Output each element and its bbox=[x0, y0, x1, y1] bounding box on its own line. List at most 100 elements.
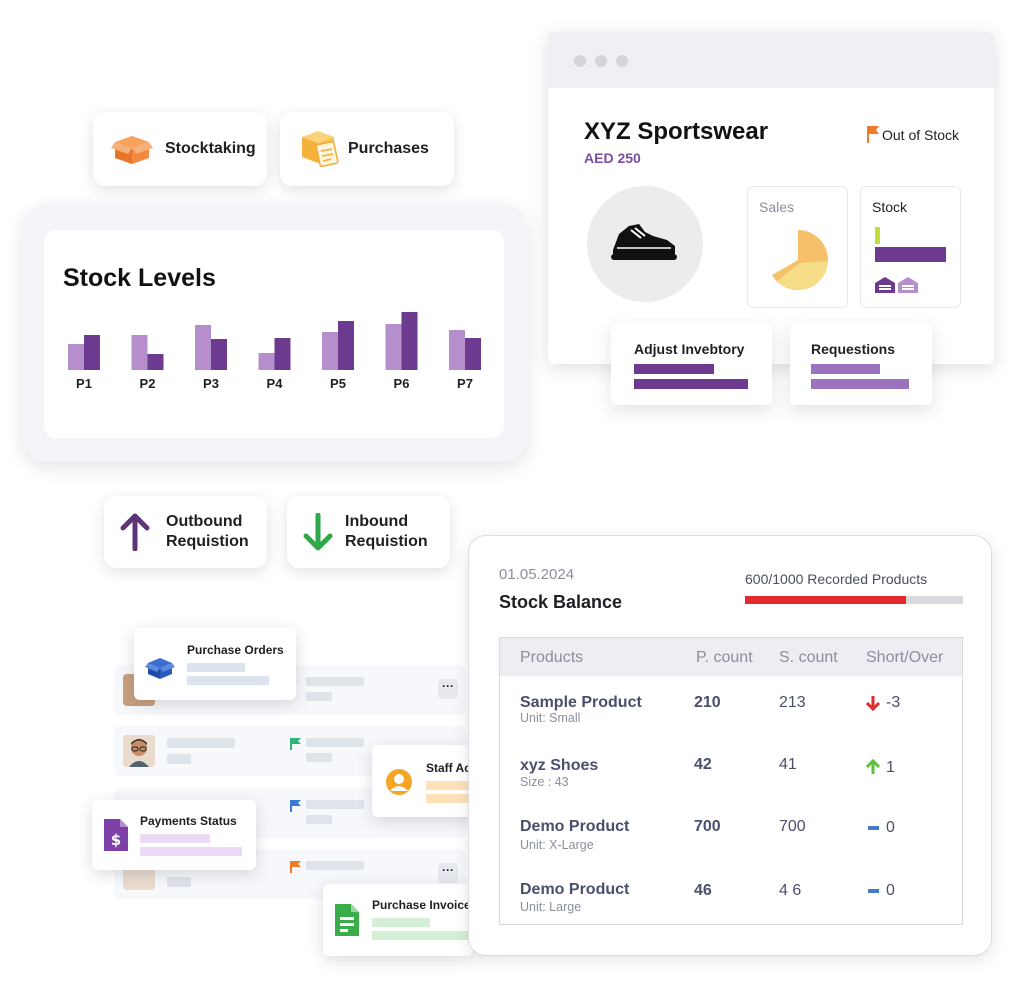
product-name-cell: xyz Shoes bbox=[520, 757, 599, 774]
placeholder-bar bbox=[306, 692, 332, 701]
header-short-over: Short/Over bbox=[866, 649, 944, 666]
balance-title: Stock Balance bbox=[499, 592, 623, 612]
flag-icon bbox=[867, 126, 879, 143]
chart-bar bbox=[338, 321, 354, 370]
product-unit-cell: Size : 43 bbox=[520, 775, 569, 789]
recorded-count: 600/1000 Recorded Products bbox=[745, 571, 928, 587]
more-options-button[interactable]: ··· bbox=[438, 863, 458, 883]
arrow-up-icon bbox=[866, 759, 880, 774]
placeholder-bar bbox=[306, 861, 364, 870]
p-count-cell: 210 bbox=[694, 694, 721, 711]
purchases-pill[interactable]: Purchases bbox=[280, 112, 454, 186]
sales-pie bbox=[772, 230, 828, 290]
placeholder-bar bbox=[140, 847, 242, 856]
chart-bar bbox=[401, 312, 418, 370]
chart-bar bbox=[131, 335, 148, 370]
outbound-label: Outbound bbox=[166, 513, 243, 530]
placeholder-bar bbox=[187, 663, 245, 672]
chart-bar bbox=[211, 339, 227, 370]
chart-bar bbox=[147, 354, 164, 370]
s-count-cell: 41 bbox=[779, 756, 797, 773]
placeholder-bar bbox=[634, 379, 748, 389]
shoe-icon bbox=[611, 224, 677, 260]
avatar bbox=[123, 735, 155, 767]
purchase-orders-label: Purchase Orders bbox=[187, 643, 284, 657]
s-count-cell: 4 6 bbox=[779, 882, 802, 899]
payments-status-card[interactable]: $ Payments Status bbox=[92, 800, 256, 870]
short-over-cell: 0 bbox=[886, 819, 895, 836]
short-over-cell: 0 bbox=[886, 882, 895, 899]
arrow-down-icon bbox=[866, 696, 880, 711]
product-name-cell: Demo Product bbox=[520, 881, 630, 898]
recorded-progress-track bbox=[745, 596, 963, 604]
short-over-cell: 1 bbox=[886, 759, 895, 776]
placeholder-bar bbox=[306, 677, 364, 686]
p-count-cell: 42 bbox=[694, 756, 712, 773]
window-dot bbox=[595, 55, 607, 67]
chart-bar bbox=[322, 332, 338, 370]
svg-text:$: $ bbox=[111, 831, 121, 849]
person-icon bbox=[123, 735, 155, 767]
chart-bar bbox=[258, 353, 275, 370]
short-over-cell: -3 bbox=[886, 694, 901, 711]
chart-bar bbox=[274, 338, 291, 370]
chart-bar bbox=[449, 330, 465, 370]
user-icon bbox=[386, 769, 412, 795]
placeholder-bar bbox=[811, 379, 909, 389]
stock-status-label: Out of Stock bbox=[882, 127, 960, 143]
s-count-cell: 213 bbox=[779, 694, 806, 711]
product-image bbox=[587, 186, 703, 302]
requisitions-label: Requestions bbox=[811, 341, 896, 357]
placeholder-bar bbox=[306, 738, 364, 747]
window-titlebar bbox=[548, 32, 994, 88]
placeholder-bar bbox=[306, 753, 332, 762]
box-icon bbox=[111, 136, 153, 164]
chart-bar bbox=[195, 325, 211, 370]
stocktaking-pill[interactable]: Stocktaking bbox=[93, 112, 267, 186]
product-price: AED 250 bbox=[584, 150, 641, 166]
outbound-requisition-label: Requistion bbox=[166, 533, 249, 550]
stock-mini-card: Stock bbox=[860, 186, 961, 308]
payments-status-label: Payments Status bbox=[140, 814, 237, 828]
outbound-requisition-pill[interactable]: Outbound Requistion bbox=[104, 496, 267, 568]
stocktaking-label: Stocktaking bbox=[165, 140, 256, 157]
adjust-inventory-button[interactable]: Adjust Invebtory bbox=[611, 323, 772, 405]
balance-date: 01.05.2024 bbox=[499, 566, 575, 583]
table-header: Products P. count S. count Short/Over bbox=[500, 638, 962, 676]
placeholder-bar bbox=[426, 781, 484, 790]
sales-mini-card: Sales bbox=[747, 186, 848, 308]
flat-dash-icon bbox=[868, 889, 879, 893]
stock-mini-label: Stock bbox=[872, 199, 908, 215]
header-s-count: S. count bbox=[779, 649, 838, 666]
placeholder-bar bbox=[306, 800, 364, 809]
placeholder-bar bbox=[634, 364, 714, 374]
product-window: XYZ Sportswear AED 250 Out of Stock Sale… bbox=[548, 32, 994, 364]
header-products: Products bbox=[520, 649, 584, 666]
purchase-orders-card[interactable]: Purchase Orders bbox=[134, 628, 296, 700]
purchase-invoice-label: Purchase Invoice bbox=[372, 898, 471, 912]
inbound-requisition-pill[interactable]: Inbound Requistion bbox=[287, 496, 450, 568]
purchases-label: Purchases bbox=[348, 140, 429, 157]
purchase-invoice-card[interactable]: Purchase Invoice bbox=[323, 884, 473, 956]
adjust-inventory-label: Adjust Invebtory bbox=[634, 341, 745, 357]
more-options-button[interactable]: ··· bbox=[438, 679, 458, 699]
placeholder-bar bbox=[306, 815, 332, 824]
flag-icon bbox=[290, 738, 301, 750]
purchases-icon bbox=[302, 131, 339, 168]
inbound-requisition-label: Requistion bbox=[345, 533, 428, 550]
recorded-progress-fill bbox=[745, 596, 907, 604]
placeholder-bar bbox=[187, 676, 269, 685]
warehouse-icon bbox=[898, 277, 918, 293]
box-icon bbox=[145, 658, 175, 679]
requisitions-button[interactable]: Requestions bbox=[790, 323, 932, 405]
stock-levels-chart bbox=[68, 312, 481, 370]
placeholder-bar bbox=[372, 918, 430, 927]
stock-levels-panel: Stock Levels P1 P2 P3 P4 P5 P6 P7 bbox=[22, 204, 528, 462]
chart-tick-label: P4 bbox=[266, 376, 283, 391]
chart-bar bbox=[68, 344, 84, 370]
chart-bar bbox=[385, 324, 402, 370]
chart-tick-label: P5 bbox=[330, 376, 346, 391]
product-unit-cell: Unit: Small bbox=[520, 711, 581, 725]
arrow-up-icon bbox=[120, 513, 150, 551]
warehouse-icon bbox=[875, 277, 895, 293]
